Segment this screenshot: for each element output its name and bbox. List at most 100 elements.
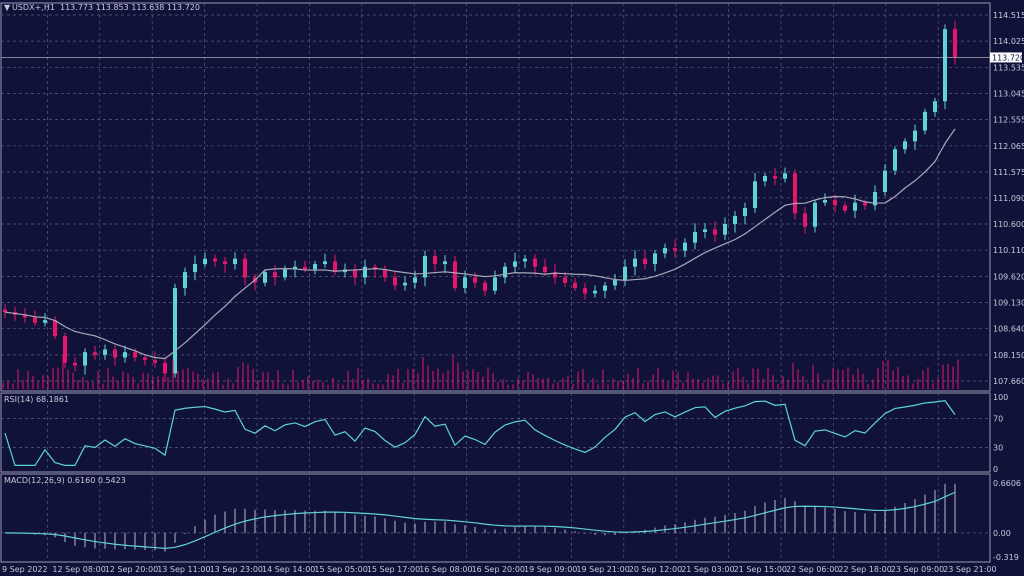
candle-body bbox=[53, 320, 57, 337]
price-tick-label: 109.130 bbox=[993, 299, 1024, 308]
candle-body bbox=[663, 248, 667, 254]
candle-body bbox=[883, 170, 887, 192]
candle-body bbox=[753, 181, 757, 209]
candle-body bbox=[443, 261, 447, 265]
time-tick-label: 15 Sep 17:00 bbox=[367, 565, 420, 574]
rsi-line bbox=[4, 399, 956, 466]
rsi-tick-label: 70 bbox=[993, 415, 1003, 424]
time-tick-label: 23 Sep 21:00 bbox=[943, 565, 996, 574]
price-tick-label: 111.575 bbox=[993, 168, 1024, 177]
time-tick-label: 13 Sep 23:00 bbox=[210, 565, 263, 574]
candle-body bbox=[953, 29, 957, 58]
price-tick-label: 113.535 bbox=[993, 63, 1024, 72]
candle-body bbox=[733, 216, 737, 225]
candle-body bbox=[293, 266, 297, 270]
candle-body bbox=[163, 362, 167, 374]
candle-body bbox=[933, 101, 937, 112]
candle-body bbox=[603, 285, 607, 291]
time-tick-label: 15 Sep 05:00 bbox=[314, 565, 367, 574]
candle-body bbox=[943, 29, 947, 102]
price-tick-label: 110.110 bbox=[993, 246, 1024, 255]
time-tick-label: 19 Sep 09:00 bbox=[524, 565, 577, 574]
dropdown-arrow-icon: ▼ bbox=[4, 3, 11, 12]
candle-body bbox=[493, 277, 497, 291]
candle-body bbox=[613, 280, 617, 286]
candle-body bbox=[333, 261, 337, 273]
candle-body bbox=[243, 258, 247, 278]
candle-body bbox=[623, 266, 627, 281]
candle-body bbox=[283, 269, 287, 278]
candle-body bbox=[23, 314, 27, 318]
time-tick-label: 16 Sep 20:00 bbox=[472, 565, 525, 574]
time-tick-label: 14 Sep 14:00 bbox=[262, 565, 315, 574]
candle-body bbox=[713, 229, 717, 235]
candle-body bbox=[123, 352, 127, 358]
time-tick-label: 22 Sep 18:00 bbox=[838, 565, 891, 574]
candle-body bbox=[433, 256, 437, 265]
candle-body bbox=[83, 352, 87, 366]
candle-body bbox=[683, 242, 687, 251]
candle-body bbox=[113, 349, 117, 358]
candle-body bbox=[553, 272, 557, 278]
price-pane bbox=[0, 2, 991, 392]
candle-body bbox=[513, 261, 517, 267]
candle-body bbox=[703, 229, 707, 233]
candle-body bbox=[903, 141, 907, 150]
time-tick-label: 22 Sep 06:00 bbox=[786, 565, 839, 574]
candle-body bbox=[563, 277, 567, 283]
price-tick-label: 112.555 bbox=[993, 116, 1024, 125]
macd-title: MACD(12,26,9) 0.6160 0.5423 bbox=[4, 476, 126, 485]
candle-body bbox=[483, 282, 487, 291]
candle-body bbox=[423, 256, 427, 278]
moving-average-line bbox=[4, 128, 956, 360]
candle-body bbox=[3, 309, 7, 313]
candle-body bbox=[693, 232, 697, 243]
candle-body bbox=[843, 205, 847, 211]
candle-body bbox=[923, 111, 927, 131]
symbol-label: USDX+,H1 bbox=[12, 3, 55, 12]
rsi-title: RSI(14) 68.1861 bbox=[4, 395, 69, 404]
rsi-tick-label: 0 bbox=[993, 465, 998, 474]
price-tick-label: 107.660 bbox=[993, 377, 1024, 386]
candle-body bbox=[233, 258, 237, 265]
price-tick-label: 113.045 bbox=[993, 89, 1024, 98]
candle-body bbox=[773, 175, 777, 179]
candle-body bbox=[63, 336, 67, 363]
candle-body bbox=[173, 288, 177, 374]
candle-body bbox=[763, 175, 767, 182]
candle-body bbox=[223, 261, 227, 265]
candle-body bbox=[273, 272, 277, 278]
candle-body bbox=[183, 272, 187, 289]
candle-body bbox=[833, 200, 837, 206]
macd-signal-line bbox=[4, 491, 956, 550]
candle-body bbox=[853, 202, 857, 211]
current-price-label: 113.720 bbox=[992, 53, 1024, 62]
candle-body bbox=[803, 213, 807, 227]
price-tick-label: 108.150 bbox=[993, 351, 1024, 360]
candle-body bbox=[813, 202, 817, 227]
candle-body bbox=[323, 261, 327, 265]
candle-body bbox=[543, 266, 547, 273]
candle-body bbox=[403, 282, 407, 286]
current-price-tag bbox=[990, 52, 1022, 63]
candle-body bbox=[363, 266, 367, 278]
rsi-pane bbox=[0, 392, 991, 473]
candle-body bbox=[263, 272, 267, 283]
candle-body bbox=[313, 264, 317, 270]
time-tick-label: 21 Sep 03:00 bbox=[681, 565, 734, 574]
macd-tick-label: -0.319 bbox=[993, 553, 1019, 562]
ohlc-values: 113.773 113.853 113.638 113.720 bbox=[60, 3, 200, 12]
candle-body bbox=[463, 277, 467, 289]
macd-tick-label: 0.6606 bbox=[993, 479, 1021, 488]
time-tick-label: 19 Sep 21:00 bbox=[576, 565, 629, 574]
candle-body bbox=[533, 258, 537, 267]
rsi-tick-label: 30 bbox=[993, 443, 1003, 452]
candle-body bbox=[673, 248, 677, 251]
candle-body bbox=[73, 362, 77, 366]
candle-body bbox=[893, 149, 897, 171]
candle-body bbox=[823, 200, 827, 203]
candle-body bbox=[393, 277, 397, 286]
time-tick-label: 12 Sep 20:00 bbox=[105, 565, 158, 574]
price-tick-label: 109.620 bbox=[993, 272, 1024, 281]
